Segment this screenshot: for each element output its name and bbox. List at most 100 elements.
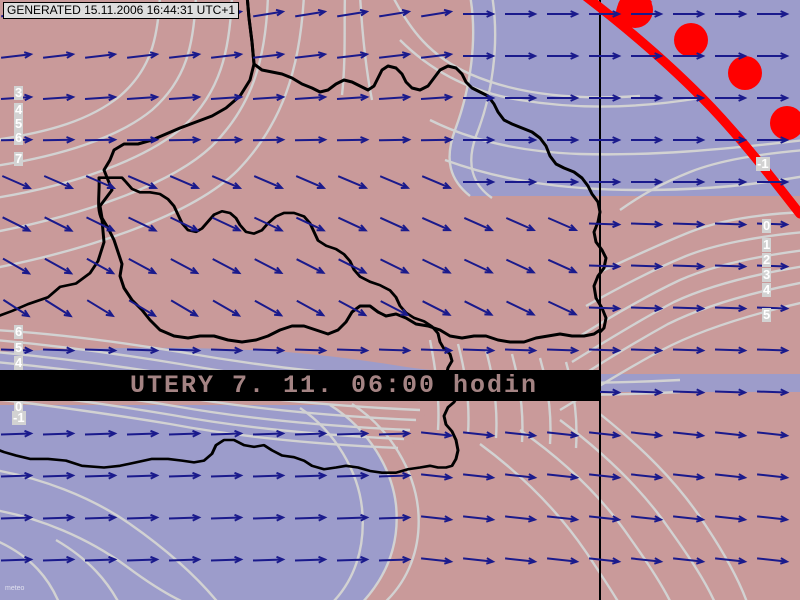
wind-arrow-head xyxy=(24,513,34,522)
wind-arrow-head xyxy=(486,10,496,18)
wind-arrow xyxy=(126,138,158,142)
wind-arrow-head xyxy=(528,346,538,355)
wind-arrow-head xyxy=(232,182,243,189)
wind-arrow-head xyxy=(654,346,664,355)
wind-arrow xyxy=(84,516,116,520)
wind-arrow xyxy=(379,175,409,189)
wind-arrow xyxy=(294,558,326,562)
wind-arrow-head xyxy=(484,266,494,274)
wind-arrow xyxy=(714,390,746,394)
wind-arrow xyxy=(252,96,284,100)
wind-arrow xyxy=(210,432,242,436)
wind-arrow xyxy=(672,557,704,563)
wind-arrow-head xyxy=(444,136,454,144)
wind-arrow xyxy=(672,306,704,310)
wind-arrow-head xyxy=(738,52,748,60)
wind-arrow-head xyxy=(107,51,118,59)
wind-arrow-head xyxy=(737,515,748,523)
wind-arrow-head xyxy=(780,94,790,102)
wind-arrow-head xyxy=(612,346,622,355)
wind-arrow-head xyxy=(485,431,496,439)
wind-arrow xyxy=(756,515,788,521)
wind-arrow-head xyxy=(189,309,199,317)
wind-arrow-head xyxy=(24,471,34,480)
wind-arrow xyxy=(210,516,242,520)
wind-arrow xyxy=(0,348,32,352)
wind-arrow-head xyxy=(24,93,34,102)
wind-arrow-head xyxy=(612,220,622,229)
wind-arrow-head xyxy=(570,178,580,186)
wind-arrow xyxy=(42,348,74,352)
wind-arrow xyxy=(462,473,494,479)
wind-arrow-head xyxy=(106,224,116,232)
wind-arrow xyxy=(714,473,746,479)
wind-arrow-head xyxy=(275,51,286,59)
wind-arrow xyxy=(378,516,410,520)
wind-arrow xyxy=(170,299,198,317)
wind-arrow xyxy=(546,557,578,563)
wind-arrow-head xyxy=(63,309,73,318)
wind-arrow-head xyxy=(274,182,285,189)
wind-arrow-head xyxy=(402,346,412,355)
wind-arrow-head xyxy=(150,555,160,564)
wind-arrow-head xyxy=(779,557,790,565)
wind-arrow-head xyxy=(568,266,578,274)
wind-arrow-head xyxy=(275,8,286,17)
wind-arrow xyxy=(128,216,156,232)
wind-arrow xyxy=(378,96,410,100)
wind-arrow-head xyxy=(612,52,622,60)
wind-arrow-head xyxy=(527,473,538,481)
wind-arrow xyxy=(168,432,200,436)
wind-arrow-head xyxy=(66,429,76,438)
wind-arrow xyxy=(336,138,368,142)
wind-arrow xyxy=(756,557,788,563)
wind-arrow-head xyxy=(780,10,790,18)
wind-arrow-head xyxy=(359,8,370,17)
wind-arrow-head xyxy=(569,557,580,565)
wind-arrow-head xyxy=(780,346,790,355)
wind-arrow-head xyxy=(401,8,412,17)
wind-arrow xyxy=(630,431,662,437)
wind-arrow-head xyxy=(318,513,328,522)
wind-arrow-head xyxy=(231,309,242,317)
wind-arrow xyxy=(588,306,620,310)
wind-arrow xyxy=(336,96,368,100)
wind-arrow xyxy=(378,432,410,436)
wind-arrow xyxy=(294,474,326,478)
wind-arrow xyxy=(2,299,30,317)
wind-arrow xyxy=(211,216,241,232)
wind-arrow xyxy=(672,473,704,479)
wind-arrow-head xyxy=(66,346,76,355)
wind-arrow-head xyxy=(192,93,202,102)
wind-arrow-head xyxy=(400,308,410,317)
wind-arrow xyxy=(380,300,408,316)
wind-arrow xyxy=(84,138,116,142)
wind-arrow xyxy=(378,53,410,59)
wind-arrow-head xyxy=(738,178,748,186)
wind-arrow-head xyxy=(401,51,412,59)
wind-arrow xyxy=(126,432,158,436)
wind-arrow-head xyxy=(738,136,748,144)
wind-arrow-head xyxy=(360,136,370,144)
wind-arrow-head xyxy=(569,473,580,481)
wind-arrow-head xyxy=(738,10,748,18)
wind-arrow-head xyxy=(653,515,664,523)
wind-arrow-head xyxy=(360,513,370,522)
wind-arrow xyxy=(588,515,620,521)
wind-arrow xyxy=(630,390,662,394)
wind-arrow xyxy=(252,474,284,478)
wind-arrow-head xyxy=(653,557,664,565)
wind-arrow xyxy=(338,258,366,274)
wind-arrow xyxy=(630,264,662,268)
wind-arrow-head xyxy=(696,136,706,144)
wind-arrow-head xyxy=(64,267,74,275)
wind-arrow-head xyxy=(108,429,118,438)
wind-arrow xyxy=(422,258,450,274)
wind-arrow-head xyxy=(696,220,706,229)
wind-arrow xyxy=(756,222,788,226)
wind-arrow xyxy=(462,557,494,563)
wind-arrow xyxy=(672,515,704,521)
wind-arrow-head xyxy=(779,431,790,439)
